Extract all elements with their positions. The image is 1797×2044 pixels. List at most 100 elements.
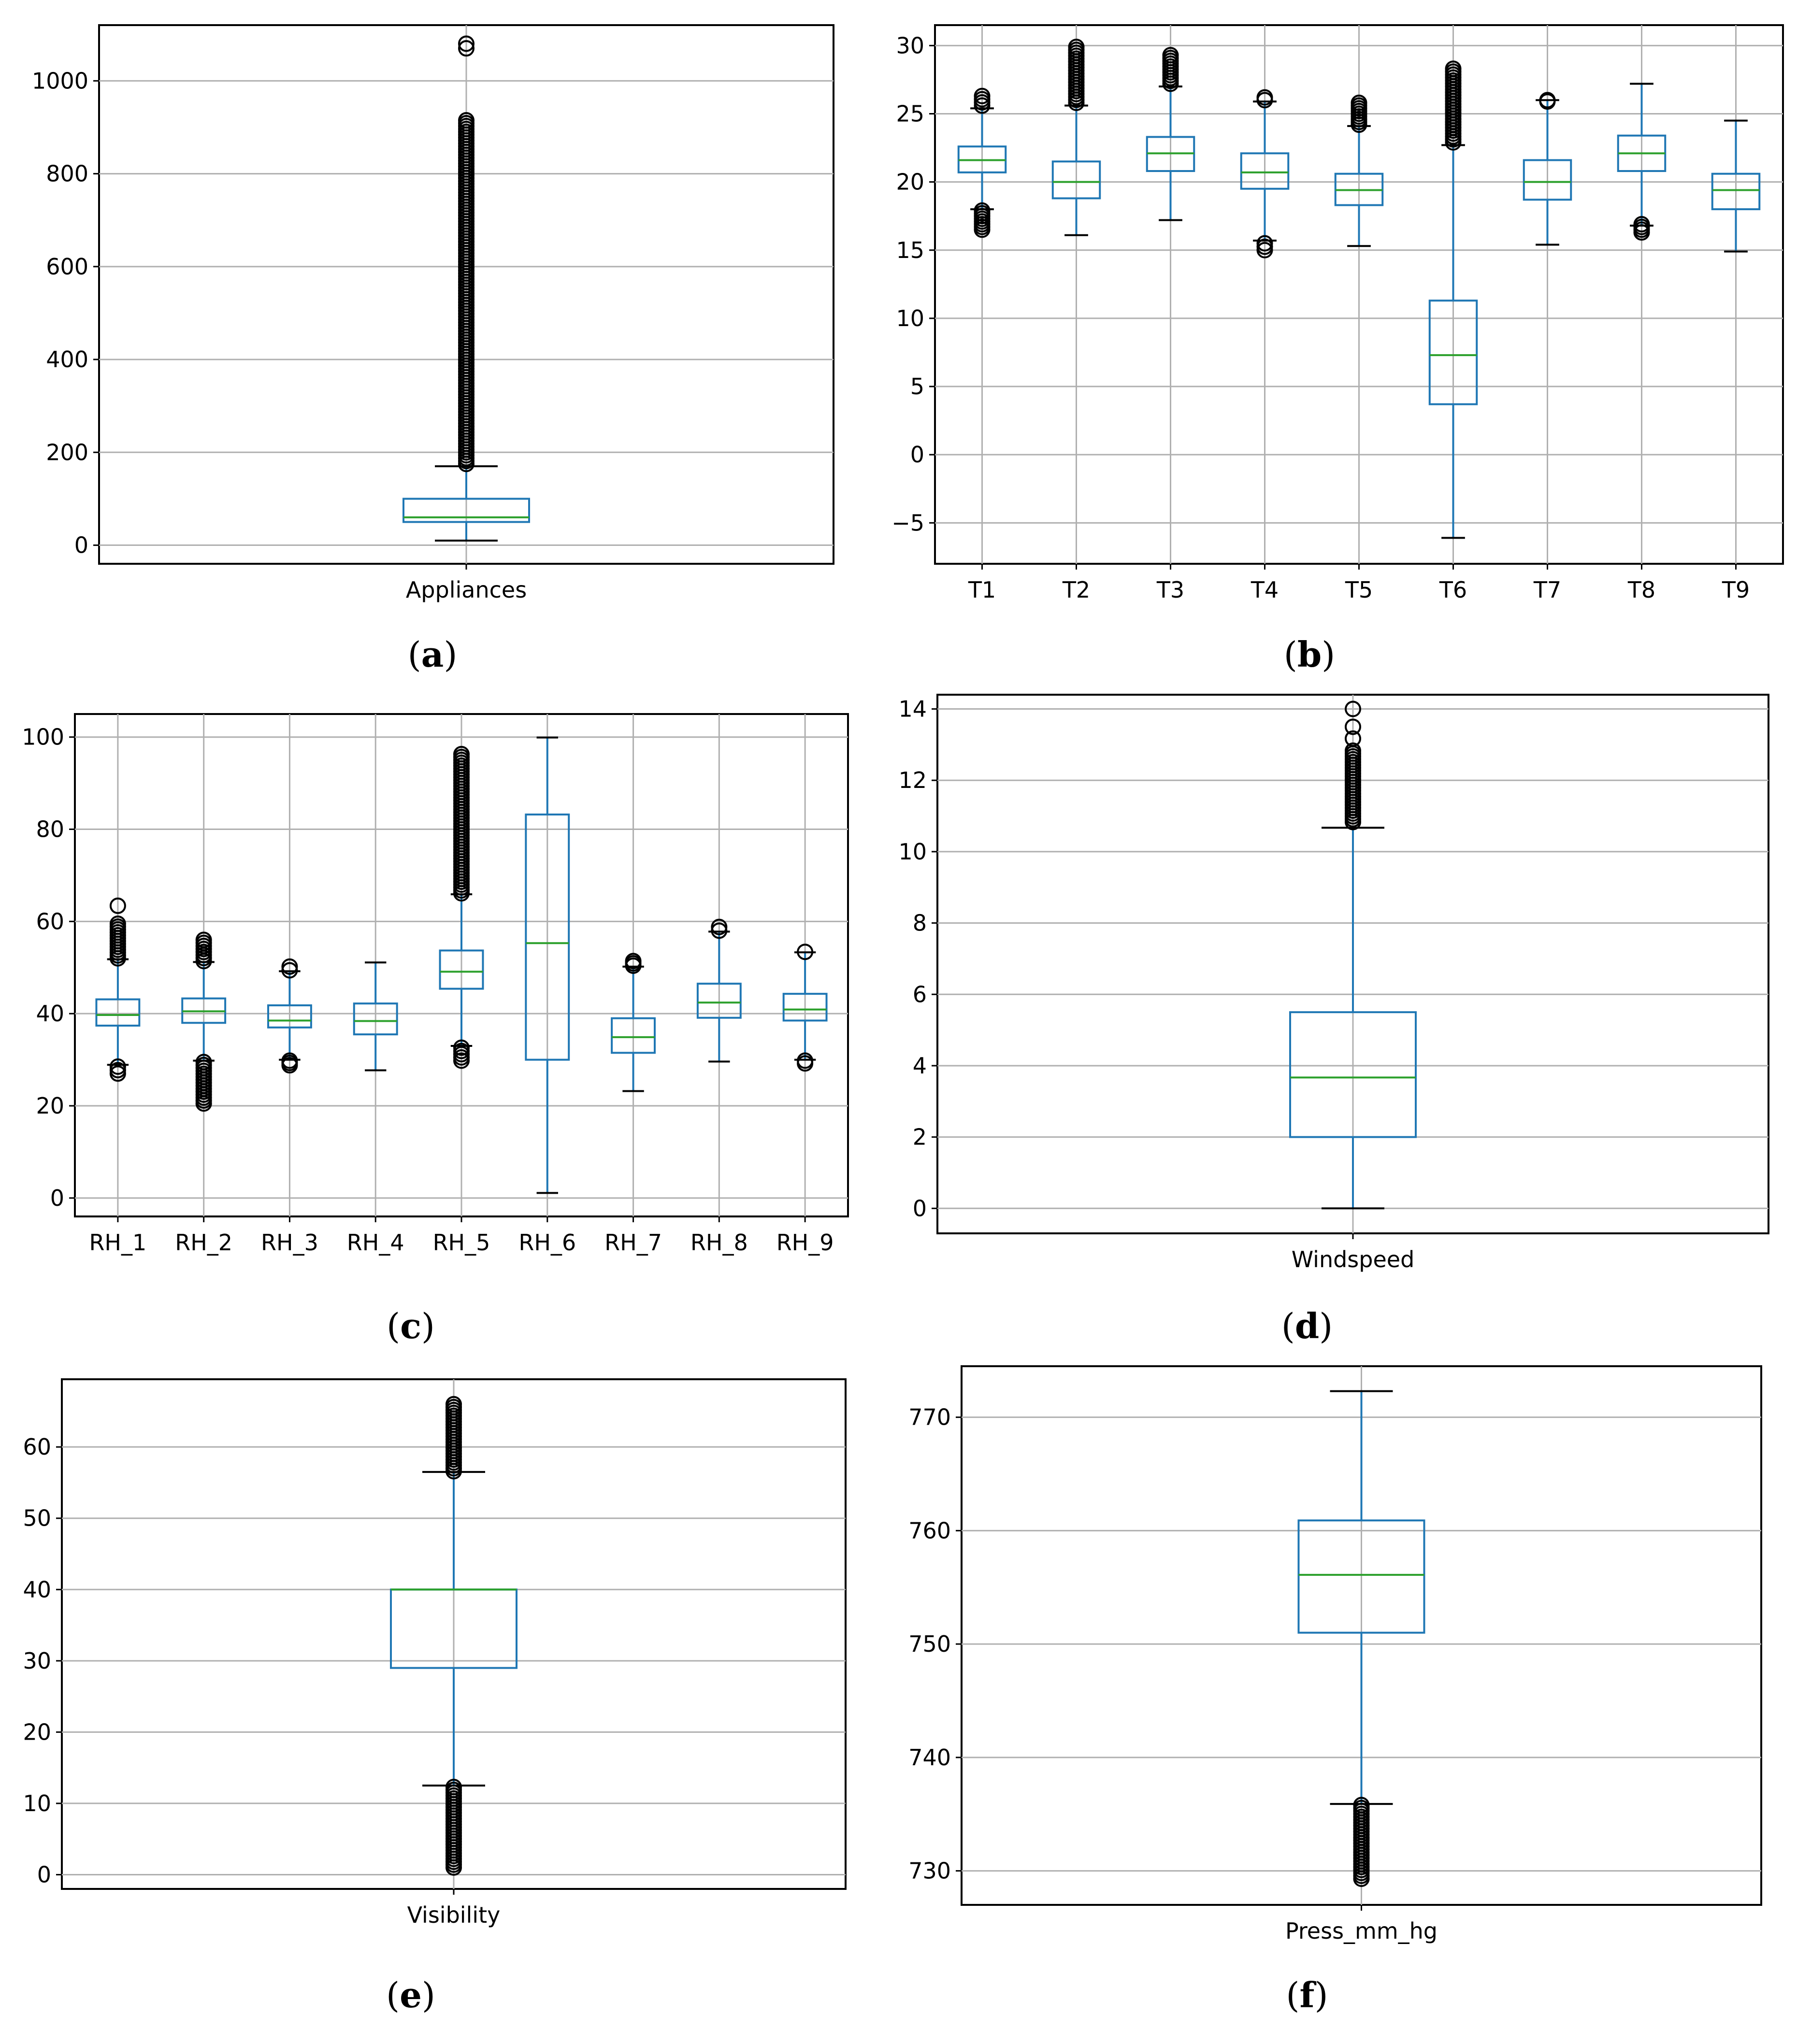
x-tick-label: T7	[1533, 577, 1561, 603]
outlier-low	[1353, 1797, 1370, 1814]
box-iqr	[1297, 1519, 1425, 1634]
box-iqr	[782, 993, 828, 1022]
box-RH_8	[696, 918, 742, 1063]
x-tick-label: T3	[1156, 577, 1184, 603]
y-tick-label: 10	[896, 305, 924, 331]
y-tick-label: 14	[898, 696, 927, 722]
y-tick-label: 2	[913, 1124, 927, 1150]
outlier-high	[453, 746, 470, 763]
y-tick-label: 25	[896, 100, 924, 127]
box-T4	[1240, 89, 1290, 258]
panel-caption: (e)	[386, 1974, 435, 2015]
chart-panel-appliances: 0 200 400 600 800 1000 Appliances (a)	[32, 24, 834, 675]
outlier-high	[625, 953, 642, 970]
x-tick-label: T5	[1345, 577, 1373, 603]
outlier-high	[1256, 89, 1273, 106]
outlier-high	[458, 112, 474, 129]
box-T6	[1428, 60, 1478, 539]
y-tick-label: 50	[23, 1505, 51, 1531]
panel-caption: (d)	[1281, 1305, 1333, 1346]
box-T3	[1146, 47, 1195, 221]
x-tick-label: Windspeed	[1292, 1246, 1415, 1272]
x-tick-label: RH_2	[175, 1229, 232, 1256]
outlier-point	[1345, 718, 1361, 735]
outlier-low	[1633, 216, 1650, 233]
box-iqr	[403, 498, 530, 523]
box-RH_4	[353, 961, 398, 1072]
panel-caption: (f)	[1286, 1974, 1328, 2015]
outlier-low	[453, 1039, 470, 1056]
y-tick-label: 60	[23, 1434, 51, 1460]
chart-panel-humidity: 0 20 40 60 80 100 RH_1 RH_2 RH_3 RH_4 RH_5 RH_6 RH_7…	[22, 713, 849, 1346]
box-T5	[1334, 94, 1384, 247]
y-tick-label: 0	[910, 442, 924, 468]
box-iqr	[1428, 300, 1478, 405]
box-iqr	[696, 983, 742, 1019]
y-tick-label: 12	[898, 767, 927, 793]
outlier-high	[1345, 742, 1361, 759]
box-RH_2	[181, 931, 227, 1112]
x-tick-label: RH_8	[690, 1229, 748, 1256]
box-iqr	[1711, 172, 1761, 211]
y-tick-label: 730	[908, 1858, 951, 1884]
box-iqr	[611, 1017, 656, 1054]
outlier-high	[446, 1396, 462, 1413]
box-T2	[1051, 39, 1101, 236]
outlier-high	[711, 918, 728, 935]
x-tick-label: T9	[1722, 577, 1750, 603]
box-RH_9	[782, 943, 828, 1072]
outlier-point	[109, 897, 126, 914]
y-tick-label: 740	[908, 1744, 951, 1771]
chart-panel-windspeed: 0 2 4 6 8 10 12 14 Windspeed (d)	[898, 694, 1769, 1346]
outlier-low	[974, 202, 991, 219]
y-tick-label: 760	[908, 1517, 951, 1544]
y-tick-label: 8	[913, 910, 927, 936]
box-iqr	[267, 1004, 312, 1029]
y-tick-label: 30	[896, 32, 924, 58]
y-tick-label: 15	[896, 237, 924, 263]
box-T7	[1523, 92, 1572, 246]
outlier-point	[458, 40, 474, 57]
y-tick-label: 1000	[32, 68, 88, 94]
outlier-low	[1256, 235, 1273, 252]
x-tick-label: RH_4	[347, 1229, 404, 1256]
x-tick-label: T4	[1251, 577, 1279, 603]
outlier-point	[458, 35, 474, 52]
chart-panel-visibility: 0 10 20 30 40 50 60 Visibility (e)	[23, 1378, 847, 2015]
y-tick-label: 40	[23, 1576, 51, 1602]
box-iqr	[1523, 159, 1572, 201]
y-tick-label: 400	[46, 346, 88, 372]
chart-panel-temperatures: −5 0 5 10 15 20 25 30 T1 T2 T3 T4 T5 T6 T7 T8 T9 (b)	[891, 24, 1784, 675]
x-tick-label: RH_1	[89, 1229, 146, 1256]
y-tick-label: 80	[36, 816, 64, 843]
panel-caption: (c)	[387, 1305, 435, 1346]
x-tick-label: T6	[1439, 577, 1467, 603]
outlier-high	[281, 958, 298, 975]
y-tick-label: 100	[22, 724, 64, 750]
outlier-point	[797, 943, 814, 960]
box-iqr	[1051, 160, 1101, 200]
outlier-point	[1345, 730, 1361, 747]
box-RH_5	[439, 746, 484, 1069]
y-tick-label: 40	[36, 1001, 64, 1027]
y-tick-label: 6	[913, 981, 927, 1007]
y-tick-label: 0	[50, 1185, 64, 1211]
outlier-point	[1345, 700, 1361, 717]
box-RH_7	[611, 953, 656, 1092]
x-tick-label: T1	[968, 577, 996, 603]
box-Press_mm_hg	[1297, 1390, 1425, 1887]
box-iqr	[95, 998, 141, 1027]
box-Windspeed	[1289, 700, 1417, 1210]
box-T9	[1711, 119, 1761, 253]
box-Appliances	[403, 35, 530, 542]
chart-panel-pressure: 730 740 750 760 770 Press_mm_hg (f)	[908, 1365, 1762, 2015]
y-tick-label: 10	[898, 839, 927, 865]
y-tick-label: 20	[36, 1093, 64, 1119]
x-tick-label: RH_6	[518, 1229, 576, 1256]
box-RH_6	[525, 736, 570, 1194]
outlier-high	[1445, 60, 1462, 77]
box-iqr	[439, 949, 484, 990]
outlier-high	[195, 931, 212, 948]
panel-caption: (a)	[408, 634, 458, 675]
